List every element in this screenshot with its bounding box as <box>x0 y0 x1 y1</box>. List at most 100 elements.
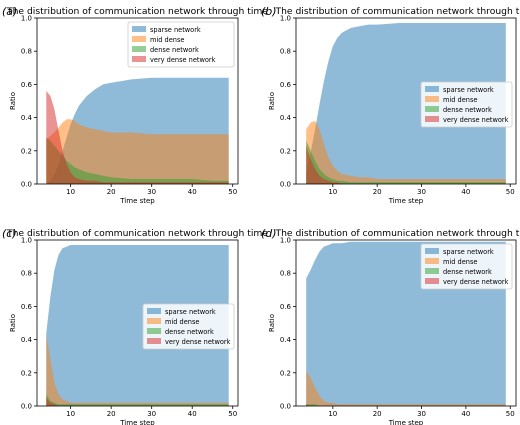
y-tick-label: 0.0 <box>280 403 291 411</box>
legend: sparse network mid dense dense network very… <box>127 21 235 68</box>
chart-panel-c: (c)The distribution of communication net… <box>2 227 268 425</box>
area-dense <box>46 394 229 406</box>
plot-frame <box>295 17 517 185</box>
legend-label-very: very dense network <box>443 116 509 124</box>
legend-box <box>127 21 235 68</box>
x-tick-label: 10 <box>66 410 75 418</box>
chart-title: The distribution of communication networ… <box>274 6 520 17</box>
chart-title: The distribution of communication networ… <box>274 228 520 239</box>
x-axis-label: Time step <box>388 197 424 205</box>
y-tick-label: 0.8 <box>280 270 291 278</box>
x-tick-label: 10 <box>66 188 75 196</box>
y-tick-label: 0.4 <box>21 336 33 344</box>
x-tick-label: 50 <box>506 410 515 418</box>
x-tick-label: 40 <box>188 188 197 196</box>
legend-label-sparse: sparse network <box>150 26 201 34</box>
legend-swatch-very <box>147 338 161 344</box>
area-very <box>306 145 506 184</box>
legend-swatch-sparse <box>147 308 161 314</box>
area-mid <box>46 119 229 184</box>
x-tick-label: 30 <box>147 188 156 196</box>
y-tick-label: 0.8 <box>280 48 291 56</box>
panel-letter: (a) <box>2 5 17 18</box>
legend-label-mid: mid dense <box>443 258 477 266</box>
chart-panel-a: (a)The distribution of communication net… <box>2 5 268 205</box>
area-mid <box>306 371 506 406</box>
legend-label-sparse: sparse network <box>443 248 494 256</box>
area-dense <box>306 140 506 184</box>
y-tick-label: 1.0 <box>21 237 32 245</box>
legend-label-very: very dense network <box>150 56 216 64</box>
legend-swatch-very <box>425 116 439 122</box>
y-tick-label: 0.4 <box>280 114 292 122</box>
legend-swatch-mid <box>147 318 161 324</box>
legend-swatch-sparse <box>425 86 439 92</box>
y-tick-label: 0.4 <box>280 336 292 344</box>
y-tick-label: 1.0 <box>21 15 32 23</box>
legend-label-very: very dense network <box>165 338 231 346</box>
panel-letter: (b) <box>261 5 277 18</box>
plot-frame <box>36 17 239 185</box>
x-tick-label: 20 <box>107 410 116 418</box>
y-tick-label: 0.6 <box>280 81 292 89</box>
x-tick-label: 50 <box>228 410 237 418</box>
legend-swatch-very <box>132 56 146 62</box>
chart-panel-d: (d)The distribution of communication net… <box>261 227 520 425</box>
y-tick-label: 1.0 <box>280 237 291 245</box>
legend-swatch-sparse <box>425 248 439 254</box>
y-tick-label: 0.2 <box>280 369 291 377</box>
y-tick-label: 0.2 <box>21 147 32 155</box>
y-tick-label: 0.6 <box>280 303 292 311</box>
y-axis-label: Ratio <box>268 92 276 110</box>
x-tick-label: 40 <box>461 410 470 418</box>
x-axis-label: Time step <box>119 419 155 425</box>
legend-swatch-mid <box>425 258 439 264</box>
y-tick-label: 0.8 <box>21 270 32 278</box>
chart-title: The distribution of communication networ… <box>6 228 268 239</box>
area-sparse <box>46 245 229 406</box>
legend-box <box>142 303 235 350</box>
legend-label-very: very dense network <box>443 278 509 286</box>
x-tick-label: 20 <box>373 410 382 418</box>
plot-frame <box>36 239 239 407</box>
legend-label-mid: mid dense <box>443 96 477 104</box>
legend-swatch-very <box>425 278 439 284</box>
area-very <box>46 91 229 184</box>
panel-letter: (c) <box>2 227 17 240</box>
y-tick-label: 0.6 <box>21 303 33 311</box>
plot-frame <box>295 239 517 407</box>
y-axis-label: Ratio <box>9 314 17 332</box>
legend: sparse network mid dense dense network very… <box>420 81 513 128</box>
legend-swatch-dense <box>147 328 161 334</box>
legend-label-dense: dense network <box>165 328 214 336</box>
x-tick-label: 20 <box>107 188 116 196</box>
y-tick-label: 0.6 <box>21 81 33 89</box>
legend-label-sparse: sparse network <box>165 308 216 316</box>
legend-swatch-mid <box>132 36 146 42</box>
legend-label-dense: dense network <box>443 268 492 276</box>
y-tick-label: 0.2 <box>280 147 291 155</box>
legend-label-dense: dense network <box>443 106 492 114</box>
y-tick-label: 0.0 <box>21 181 32 189</box>
legend-label-sparse: sparse network <box>443 86 494 94</box>
y-tick-label: 1.0 <box>280 15 291 23</box>
x-axis-label: Time step <box>388 419 424 425</box>
x-tick-label: 40 <box>188 410 197 418</box>
y-axis-label: Ratio <box>268 314 276 332</box>
x-tick-label: 40 <box>461 188 470 196</box>
legend: sparse network mid dense dense network very… <box>420 243 513 290</box>
legend-label-mid: mid dense <box>150 36 184 44</box>
x-tick-label: 20 <box>373 188 382 196</box>
legend-box <box>420 81 513 128</box>
panel-letter: (d) <box>261 227 277 240</box>
legend-swatch-dense <box>132 46 146 52</box>
chart-panel-b: (b)The distribution of communication net… <box>261 5 520 205</box>
legend-box <box>420 243 513 290</box>
y-axis-label: Ratio <box>9 92 17 110</box>
legend-swatch-dense <box>425 106 439 112</box>
x-tick-label: 10 <box>328 188 337 196</box>
y-tick-label: 0.8 <box>21 48 32 56</box>
x-tick-label: 30 <box>417 410 426 418</box>
x-tick-label: 50 <box>506 188 515 196</box>
